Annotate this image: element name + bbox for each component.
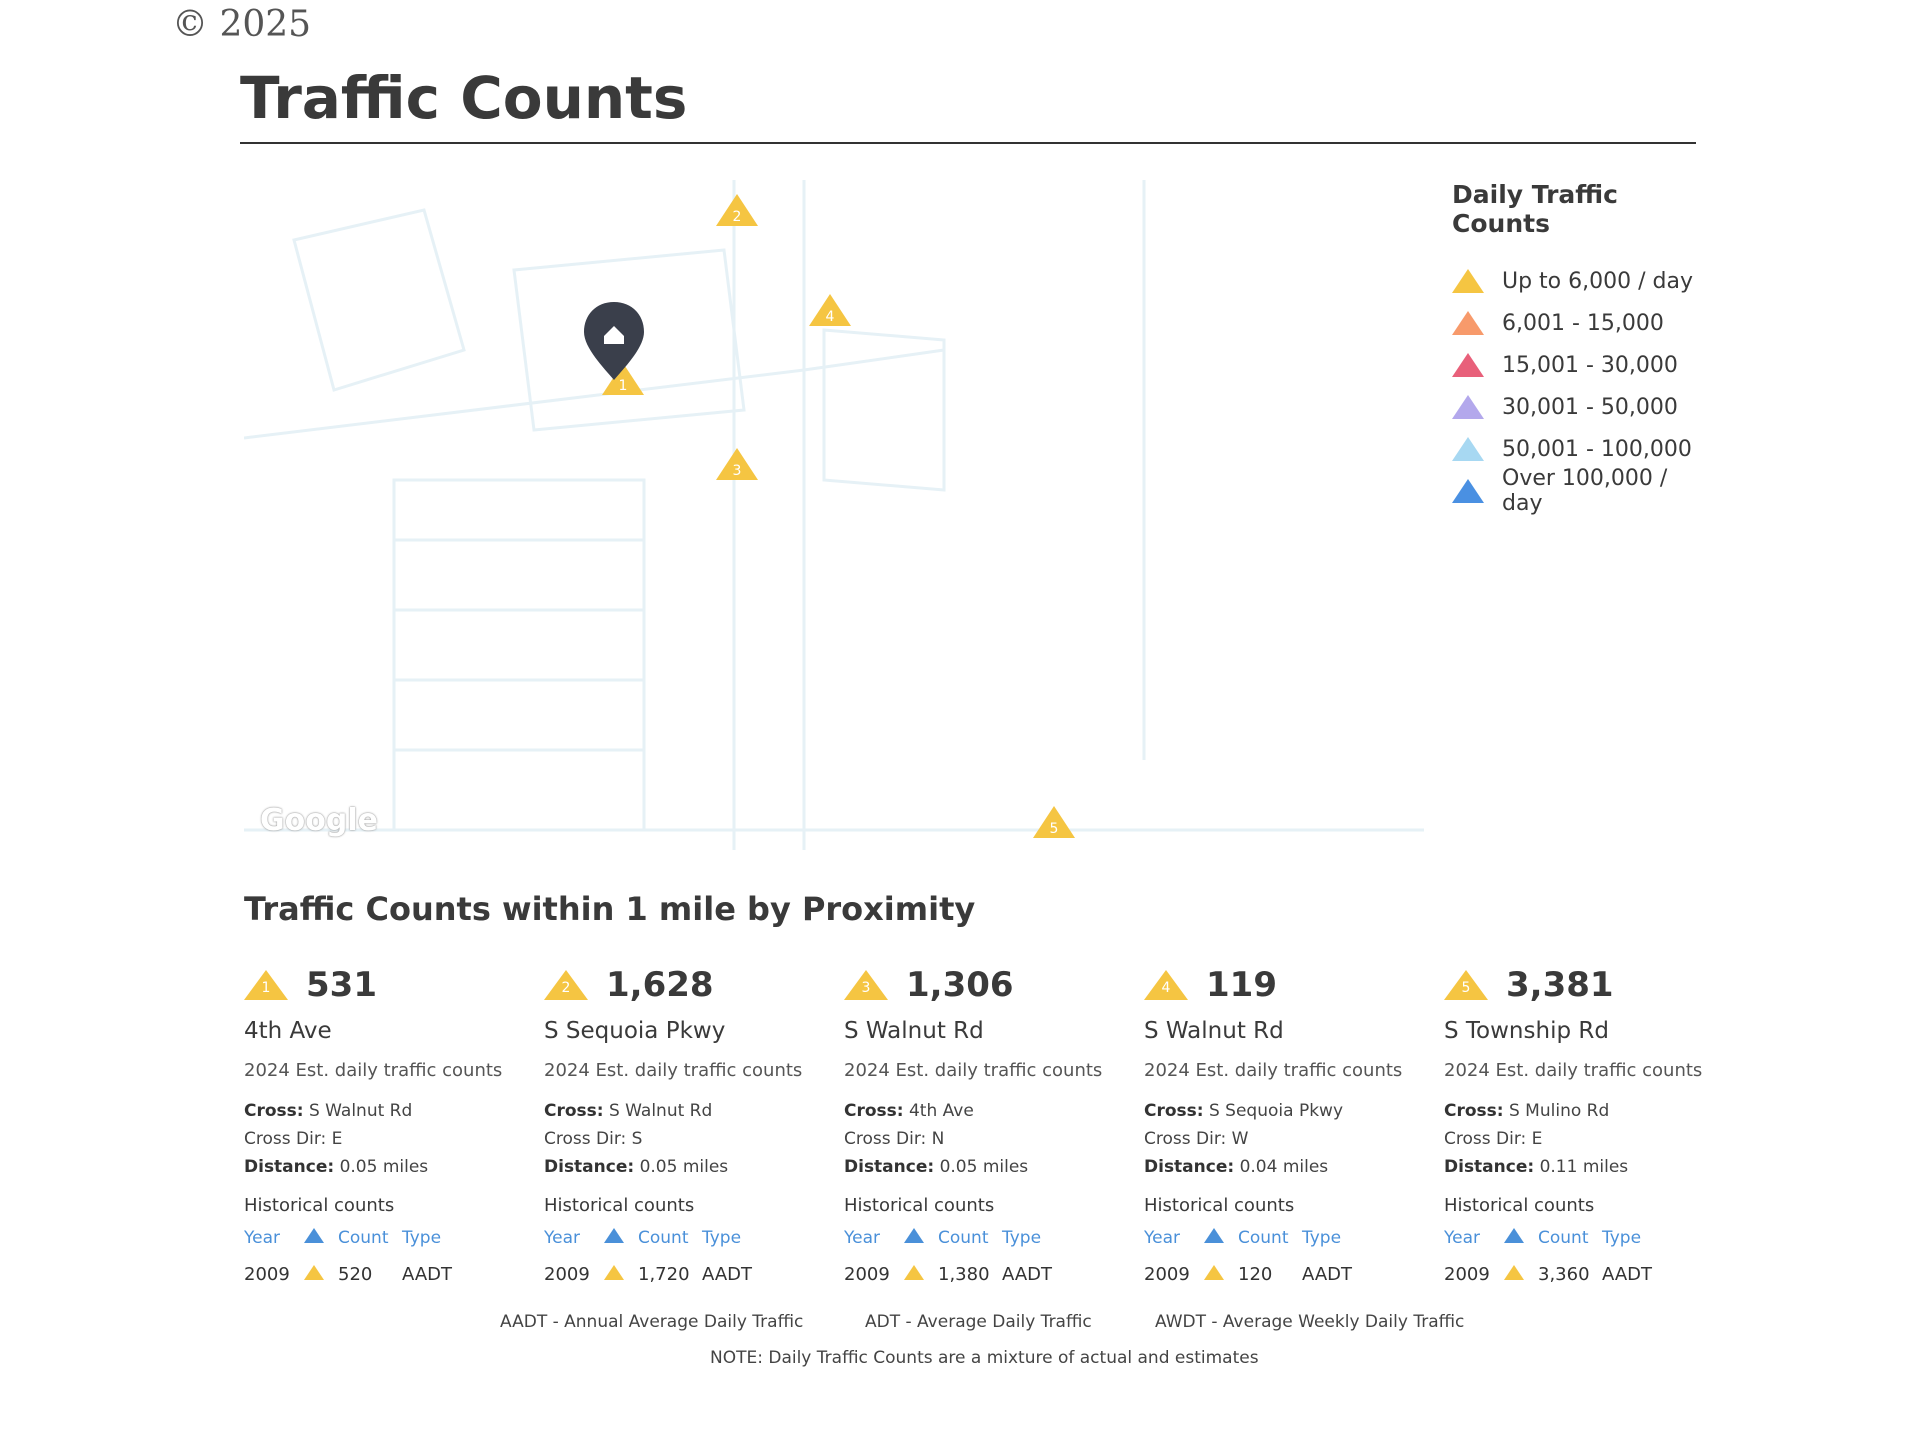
awdt-definition: AWDT - Average Weekly Daily Traffic bbox=[1155, 1312, 1465, 1332]
yellow-triangle-icon: 3 bbox=[844, 970, 888, 1000]
title-divider bbox=[240, 142, 1696, 144]
lavender-triangle-icon bbox=[1452, 395, 1484, 419]
red-triangle-icon bbox=[1452, 353, 1484, 377]
map-building bbox=[512, 248, 746, 432]
marker-label: 2 bbox=[733, 209, 742, 225]
cross-info: Cross: 4th Ave Cross Dir: N Distance: 0.… bbox=[844, 1101, 1029, 1177]
legend-item: 30,001 - 50,000 bbox=[1452, 386, 1712, 428]
street-name: S Sequoia Pkwy bbox=[544, 1018, 726, 1044]
legend-item: Over 100,000 / day bbox=[1452, 466, 1712, 516]
yellow-triangle-icon: 1 bbox=[244, 970, 288, 1000]
marker-3[interactable]: 3 bbox=[716, 448, 758, 480]
historical-title: Historical counts bbox=[1144, 1195, 1295, 1216]
estimate-label: 2024 Est. daily traffic counts bbox=[544, 1060, 803, 1081]
yellow-triangle-icon bbox=[904, 1265, 924, 1280]
historical-row: 2009 1,380 AADT bbox=[844, 1264, 1052, 1285]
yellow-triangle-icon: 4 bbox=[1144, 970, 1188, 1000]
yellow-triangle-icon bbox=[604, 1265, 624, 1280]
traffic-card: 5 3,381 S Township Rd 2024 Est. daily tr… bbox=[1444, 960, 1734, 1285]
traffic-card: 2 1,628 S Sequoia Pkwy 2024 Est. daily t… bbox=[544, 960, 834, 1285]
street-name: 4th Ave bbox=[244, 1018, 332, 1044]
yellow-triangle-icon: 5 bbox=[1444, 970, 1488, 1000]
traffic-count: 119 bbox=[1206, 965, 1277, 1005]
yellow-triangle-icon bbox=[304, 1265, 324, 1280]
historical-header: Year Count Type bbox=[844, 1228, 1042, 1248]
blue-triangle-icon bbox=[904, 1228, 924, 1243]
historical-row: 2009 3,360 AADT bbox=[1444, 1264, 1652, 1285]
historical-header: Year Count Type bbox=[544, 1228, 742, 1248]
historical-header: Year Count Type bbox=[1144, 1228, 1342, 1248]
map-building bbox=[292, 208, 466, 392]
historical-row: 2009 520 AADT bbox=[244, 1264, 452, 1285]
marker-2[interactable]: 2 bbox=[716, 194, 758, 226]
aadt-definition: AADT - Annual Average Daily Traffic bbox=[500, 1312, 804, 1332]
historical-title: Historical counts bbox=[544, 1195, 695, 1216]
cross-info: Cross: S Walnut Rd Cross Dir: S Distance… bbox=[544, 1101, 729, 1177]
google-logo: Google bbox=[260, 803, 378, 838]
legend-item: 6,001 - 15,000 bbox=[1452, 302, 1712, 344]
traffic-count: 1,628 bbox=[606, 965, 714, 1005]
traffic-cards: 1 531 4th Ave 2024 Est. daily traffic co… bbox=[244, 960, 1704, 1290]
yellow-triangle-icon bbox=[1204, 1265, 1224, 1280]
marker-4[interactable]: 4 bbox=[809, 294, 851, 326]
marker-label: 3 bbox=[733, 463, 742, 479]
estimate-label: 2024 Est. daily traffic counts bbox=[1144, 1060, 1403, 1081]
estimate-label: 2024 Est. daily traffic counts bbox=[844, 1060, 1103, 1081]
historical-header: Year Count Type bbox=[1444, 1228, 1642, 1248]
blue-triangle-icon bbox=[1204, 1228, 1224, 1243]
historical-title: Historical counts bbox=[244, 1195, 395, 1216]
copyright-text: © 2025 bbox=[172, 4, 312, 45]
marker-5[interactable]: 5 bbox=[1033, 806, 1075, 838]
street-name: S Walnut Rd bbox=[1144, 1018, 1284, 1044]
marker-label: 4 bbox=[826, 309, 835, 325]
map-svg: 2 4 1 3 5 bbox=[244, 180, 1424, 850]
traffic-count: 531 bbox=[306, 965, 377, 1005]
marker-label: 5 bbox=[1050, 821, 1059, 837]
cross-info: Cross: S Sequoia Pkwy Cross Dir: W Dista… bbox=[1144, 1101, 1344, 1177]
traffic-count: 3,381 bbox=[1506, 965, 1614, 1005]
cross-info: Cross: S Mulino Rd Cross Dir: E Distance… bbox=[1444, 1101, 1629, 1177]
adt-definition: ADT - Average Daily Traffic bbox=[865, 1312, 1092, 1332]
marker-label: 1 bbox=[619, 378, 628, 394]
historical-row: 2009 1,720 AADT bbox=[544, 1264, 752, 1285]
traffic-card: 4 119 S Walnut Rd 2024 Est. daily traffi… bbox=[1144, 960, 1434, 1285]
yellow-triangle-icon bbox=[1452, 269, 1484, 293]
map-building bbox=[392, 478, 646, 832]
traffic-card: 3 1,306 S Walnut Rd 2024 Est. daily traf… bbox=[844, 960, 1134, 1285]
legend-item: 15,001 - 30,000 bbox=[1452, 344, 1712, 386]
blue-triangle-icon bbox=[1452, 479, 1484, 503]
traffic-map[interactable]: 2 4 1 3 5 Google bbox=[244, 180, 1424, 850]
page-title: Traffic Counts bbox=[240, 64, 688, 132]
yellow-triangle-icon bbox=[1504, 1265, 1524, 1280]
orange-triangle-icon bbox=[1452, 311, 1484, 335]
light-blue-triangle-icon bbox=[1452, 437, 1484, 461]
footer-note: NOTE: Daily Traffic Counts are a mixture… bbox=[710, 1348, 1259, 1368]
home-pin-icon[interactable] bbox=[584, 302, 644, 380]
legend-item: Up to 6,000 / day bbox=[1452, 260, 1712, 302]
map-building bbox=[822, 328, 946, 492]
blue-triangle-icon bbox=[1504, 1228, 1524, 1243]
marker-1[interactable]: 1 bbox=[602, 363, 644, 395]
traffic-card: 1 531 4th Ave 2024 Est. daily traffic co… bbox=[244, 960, 534, 1285]
estimate-label: 2024 Est. daily traffic counts bbox=[1444, 1060, 1703, 1081]
legend-item: 50,001 - 100,000 bbox=[1452, 428, 1712, 470]
blue-triangle-icon bbox=[604, 1228, 624, 1243]
historical-row: 2009 120 AADT bbox=[1144, 1264, 1352, 1285]
yellow-triangle-icon: 2 bbox=[544, 970, 588, 1000]
street-name: S Township Rd bbox=[1444, 1018, 1609, 1044]
traffic-count: 1,306 bbox=[906, 965, 1014, 1005]
blue-triangle-icon bbox=[304, 1228, 324, 1243]
historical-header: Year Count Type bbox=[244, 1228, 442, 1248]
legend: Daily Traffic Counts Up to 6,000 / day 6… bbox=[1452, 180, 1712, 516]
section-title: Traffic Counts within 1 mile by Proximit… bbox=[244, 890, 976, 928]
legend-title: Daily Traffic Counts bbox=[1452, 180, 1618, 238]
street-name: S Walnut Rd bbox=[844, 1018, 984, 1044]
estimate-label: 2024 Est. daily traffic counts bbox=[244, 1060, 503, 1081]
historical-title: Historical counts bbox=[844, 1195, 995, 1216]
cross-info: Cross: S Walnut Rd Cross Dir: E Distance… bbox=[244, 1101, 429, 1177]
historical-title: Historical counts bbox=[1444, 1195, 1595, 1216]
